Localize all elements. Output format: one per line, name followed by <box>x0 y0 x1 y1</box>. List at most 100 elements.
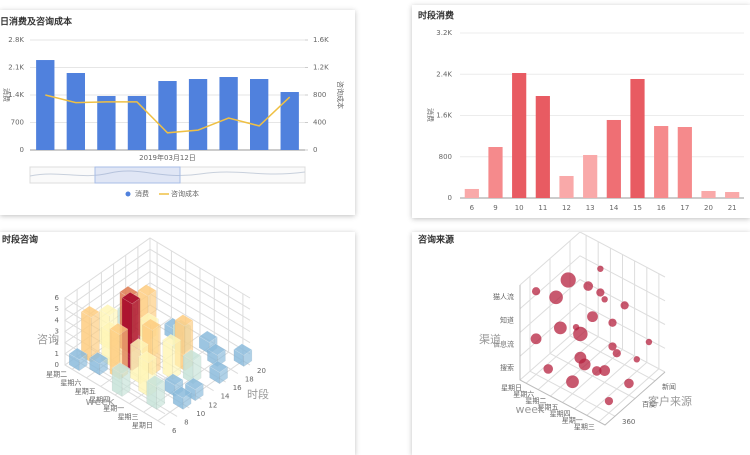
grid-line <box>529 276 616 417</box>
bar-face <box>89 352 108 365</box>
bar <box>654 126 669 198</box>
y2-axis-label: 咨询成本 <box>336 81 345 109</box>
bar-face <box>162 339 174 380</box>
bar-3d <box>80 305 100 363</box>
bubble <box>573 326 588 342</box>
bar <box>725 192 740 198</box>
z-tick-label: 信息流 <box>493 339 514 348</box>
x-tick-label: 20 <box>704 204 713 212</box>
bar-3d <box>172 386 192 410</box>
y-tick-label: 6 <box>172 427 177 435</box>
bar-face <box>121 291 141 305</box>
bar-face <box>137 284 157 297</box>
bar <box>701 190 716 198</box>
y-tick-label: 18 <box>245 376 254 384</box>
panel: 时段消费 0 800 1.6K 2.4K 3.2K 消费 6 9 10 11 12 13 14 15 16 17… <box>412 5 750 218</box>
bubble <box>574 351 587 364</box>
y-tick-label: 2.1K <box>8 64 24 72</box>
grid-line <box>586 267 648 416</box>
x-tick-label: 星期三 <box>574 423 595 431</box>
y-tick-label: 16 <box>233 384 242 392</box>
bar-face <box>99 303 118 317</box>
grid-line <box>71 242 158 370</box>
bar <box>583 154 598 198</box>
grid-line <box>519 232 666 286</box>
grid-line <box>598 273 660 423</box>
x-tick-label: 17 <box>680 204 689 212</box>
x-tick-label: 星期四 <box>89 396 110 404</box>
chart: 时段咨询012345668101214161820星期二星期六星期五星期四星期一… <box>2 234 269 436</box>
x-tick-label: 星期二 <box>525 397 546 405</box>
grid-line <box>519 278 666 333</box>
bar-face <box>198 330 218 343</box>
bubble <box>597 265 604 272</box>
bar-face <box>68 347 88 360</box>
y2-tick-label: 400 <box>313 119 326 127</box>
y-tick-label: 700 <box>11 119 24 127</box>
grid-line <box>519 255 666 310</box>
bar-face <box>129 338 149 351</box>
bar-3d <box>182 349 202 385</box>
bar <box>488 147 503 198</box>
bar-face <box>146 375 166 388</box>
y-tick-label: 0 <box>20 146 24 154</box>
x-tick-label: 星期五 <box>75 387 96 395</box>
z-tick-label: 6 <box>55 294 60 302</box>
y-tick-label: 1.6K <box>436 112 452 120</box>
y-tick-label: 8 <box>184 418 188 426</box>
y2-tick-label: 0 <box>313 146 317 154</box>
bar <box>66 73 85 150</box>
y-tick-label: 2.4K <box>436 70 452 78</box>
zoom-window <box>94 166 181 184</box>
bubble <box>531 287 541 296</box>
y-axis-label: 时段 <box>247 387 269 401</box>
chart: 时段消费 0 800 1.6K 2.4K 3.2K 消费 6 9 10 11 12 13 14 15 16 17… <box>418 10 744 212</box>
axis-line <box>519 285 666 426</box>
bubble <box>624 378 634 389</box>
bar <box>97 95 116 150</box>
bar-face <box>162 333 182 347</box>
bar-face <box>209 360 228 373</box>
bar <box>36 60 55 150</box>
legend-label: 消费 <box>135 189 149 198</box>
bar <box>464 188 479 198</box>
bar <box>559 175 574 198</box>
chart-title: 时段咨询 <box>2 234 38 246</box>
bar <box>280 92 299 150</box>
bar <box>158 81 177 150</box>
bar-3d <box>146 375 166 410</box>
bubble <box>553 321 567 335</box>
bar-face <box>109 322 129 335</box>
z-tick-label: 2 <box>55 339 59 347</box>
grid-line <box>569 240 656 382</box>
legend-label: 咨询成本 <box>171 189 199 198</box>
x-axis-label: week <box>86 395 116 408</box>
bubble <box>591 366 602 376</box>
y-tick-label: 3.2K <box>436 29 452 37</box>
bar <box>250 79 269 150</box>
bar <box>127 95 147 150</box>
x-tick-label: 10 <box>515 204 524 212</box>
y-axis-label: week <box>516 403 546 416</box>
y-tick-label: 1.4K <box>8 91 24 99</box>
bar-3d <box>68 347 88 372</box>
bar <box>677 126 692 198</box>
y2-tick-label: 800 <box>313 91 326 99</box>
bar-face <box>80 305 100 318</box>
bubble <box>543 364 554 374</box>
x-tick-label: 星期日 <box>132 422 153 430</box>
bubble <box>596 288 605 297</box>
bar-face <box>207 343 226 356</box>
bar-face <box>172 339 182 380</box>
chart-title: 每日消费及咨询成本 <box>0 16 73 28</box>
bubble <box>645 338 653 346</box>
x-tick-label: 11 <box>538 204 547 212</box>
x-tick-label: 21 <box>728 204 737 212</box>
bar-face <box>182 349 202 362</box>
bubble <box>583 281 594 291</box>
bar-3d <box>164 373 184 397</box>
bar-3d <box>111 362 131 397</box>
x-tick-label: 星期五 <box>538 404 559 412</box>
